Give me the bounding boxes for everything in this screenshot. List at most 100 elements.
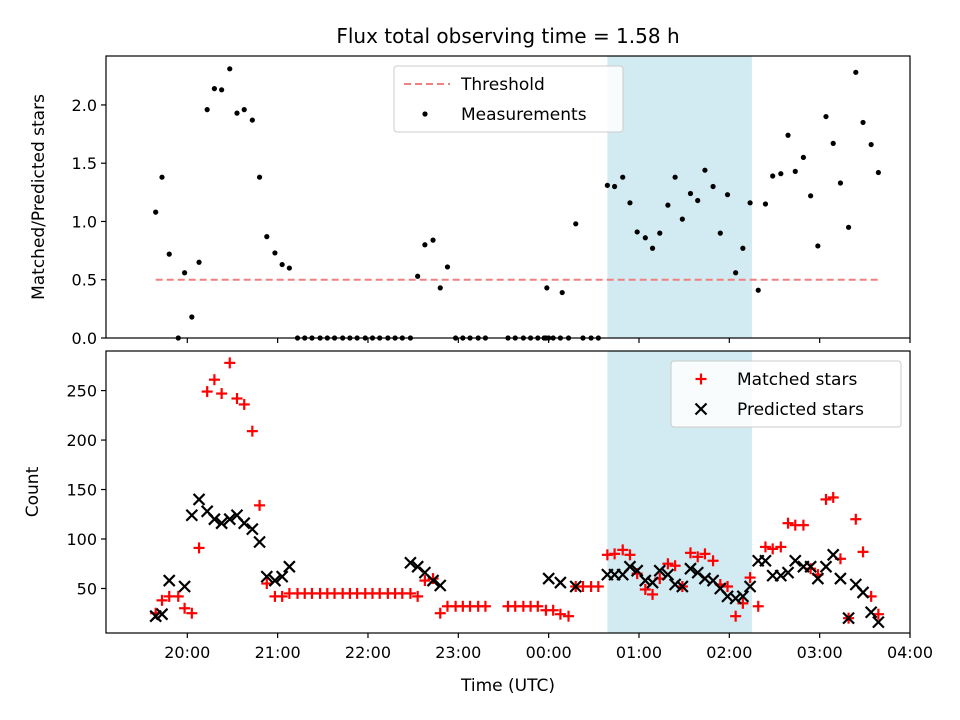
predicted-star-point: [223, 512, 237, 526]
measurement-point: [672, 174, 678, 180]
measurement-point: [740, 245, 746, 251]
measurement-point: [695, 197, 701, 204]
y-tick-label: 250: [66, 382, 97, 401]
predicted-star-point: [759, 554, 772, 568]
measurement-point: [196, 259, 202, 265]
x-tick-label: 01:00: [616, 643, 662, 662]
measurement-point: [755, 287, 761, 293]
measurement-point: [778, 171, 784, 177]
measurement-point: [649, 245, 656, 251]
predicted-star-point: [684, 562, 697, 575]
measurement-point: [717, 230, 723, 236]
matched-star-point: [238, 398, 250, 410]
matched-star-point: [172, 590, 184, 602]
predicted-star-point: [178, 580, 191, 593]
matched-star-point: [797, 519, 809, 531]
matched-star-point: [850, 513, 862, 525]
measurement-point: [747, 200, 753, 206]
predicted-star-point: [646, 576, 659, 589]
measurement-point: [634, 229, 640, 235]
matched-star-point: [624, 549, 636, 561]
measurement-point: [422, 242, 428, 248]
measurement-point: [279, 261, 285, 268]
measurement-point: [544, 285, 550, 291]
x-tick-label: 21:00: [255, 643, 301, 662]
y-tick-label: 0.5: [72, 271, 97, 290]
measurement-point: [724, 192, 731, 198]
y-tick-label: 150: [66, 481, 97, 500]
measurement-point: [272, 250, 278, 256]
matched-star-point: [820, 493, 832, 505]
bottom-y-axis: 50 100 150 200 250: [66, 382, 106, 598]
predicted-star-point: [237, 516, 251, 530]
predicted-star-point: [639, 574, 652, 587]
predicted-star-point: [630, 564, 644, 577]
matched-star-point: [639, 583, 651, 595]
matched-star-point: [684, 547, 696, 559]
measurement-point: [710, 183, 716, 190]
matched-star-point: [857, 546, 869, 558]
measurement-point: [733, 270, 739, 276]
measurement-point: [604, 182, 610, 188]
predicted-star-point: [283, 560, 296, 573]
y-tick-label: 0.0: [72, 329, 97, 348]
measurement-point: [264, 234, 270, 240]
predicted-star-point: [623, 560, 637, 573]
legend-matched-swatch: [695, 373, 707, 385]
bottom-x-axis-label: Time (UTC): [460, 676, 555, 696]
predicted-star-point: [260, 570, 274, 583]
measurement-point: [808, 193, 814, 199]
matched-star-point: [752, 600, 764, 612]
measurement-point: [642, 235, 648, 241]
matched-star-point: [419, 575, 431, 587]
measurement-point: [611, 183, 618, 190]
matched-star-point: [617, 544, 629, 556]
matched-star-point: [554, 608, 566, 620]
matched-star-point: [592, 580, 604, 592]
matched-star-point: [707, 555, 719, 567]
predicted-star-point: [569, 580, 583, 593]
bottom-panel: 50 100 150 200 250 20:00 21:00 22:00 23:00 00:00…: [23, 350, 933, 696]
top-panel: 0.00.51.01.52.0 Matched/Predicted stars …: [29, 55, 911, 348]
legend-matched-label: Matched stars: [737, 370, 857, 390]
predicted-star-point: [864, 605, 878, 619]
predicted-star-point: [162, 574, 176, 587]
predicted-star-point: [842, 611, 855, 625]
predicted-star-point: [155, 607, 169, 621]
matched-star-point: [647, 588, 659, 600]
measurement-point: [234, 110, 240, 116]
measurement-point: [620, 174, 626, 180]
legend-x-marker: [694, 402, 708, 416]
predicted-star-point: [208, 512, 221, 526]
matched-star-point: [201, 386, 213, 398]
predicted-star-point: [275, 570, 289, 583]
matched-star-point: [434, 607, 446, 619]
matched-star-point: [208, 374, 220, 386]
y-tick-label: 200: [66, 431, 97, 450]
top-legend: Threshold Measurements: [393, 65, 624, 133]
measurement-point: [792, 168, 798, 174]
measurement-point: [830, 140, 836, 146]
legend-measurements-swatch: [422, 111, 428, 117]
measurement-point: [853, 69, 859, 75]
top-plot-frame: [105, 55, 911, 339]
matched-star-point: [662, 558, 674, 570]
matched-star-point: [231, 392, 243, 404]
measurement-point: [845, 224, 852, 230]
legend-plus-marker: [695, 373, 707, 385]
measurement-point: [153, 209, 159, 215]
measurement-point: [679, 216, 685, 222]
measurement-point: [241, 107, 247, 113]
predicted-star-point: [215, 516, 228, 530]
matched-star-point: [805, 563, 817, 575]
predicted-star-point: [426, 574, 440, 587]
predicted-star-point: [804, 560, 817, 573]
predicted-star-point: [676, 580, 689, 593]
predicted-star-point: [819, 560, 833, 573]
matched-star-point: [246, 425, 258, 437]
top-y-axis: 0.0 0.5 1.0 1.5 2.0: [72, 96, 106, 348]
predicted-star-point: [192, 493, 206, 506]
bottom-y-axis-label: Count: [23, 466, 43, 517]
matched-star-point: [186, 607, 198, 619]
measurement-point: [837, 180, 844, 186]
